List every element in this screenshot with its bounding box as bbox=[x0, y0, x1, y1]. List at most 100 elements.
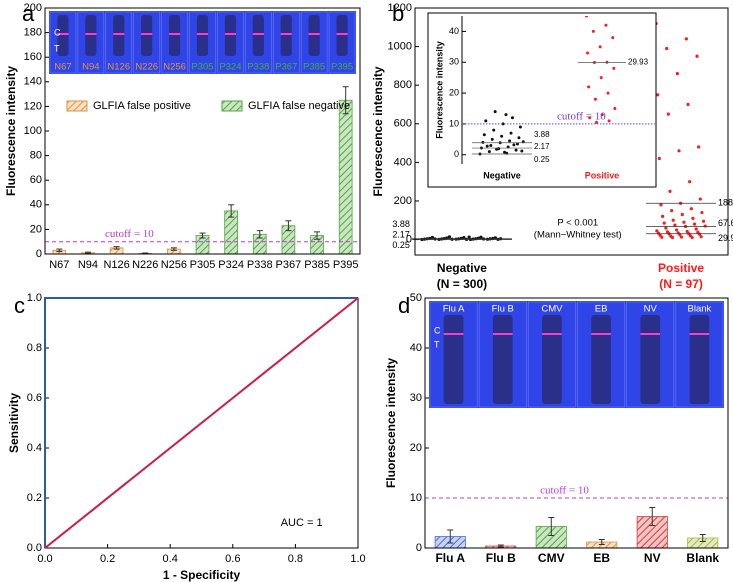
y-tick-label: 0 bbox=[406, 233, 412, 245]
point bbox=[467, 235, 471, 239]
x-tick-label: N256 bbox=[161, 259, 187, 271]
panel-label: c bbox=[14, 293, 25, 318]
inset-point bbox=[599, 76, 603, 80]
x-tick-label: 0.8 bbox=[288, 553, 303, 565]
point bbox=[657, 156, 661, 161]
y-tick-label: 0 bbox=[36, 248, 42, 260]
inset-x-label: Negative bbox=[483, 170, 521, 180]
c-line bbox=[689, 333, 710, 335]
inset-point bbox=[484, 119, 488, 123]
y-tick-label: 0.0 bbox=[27, 542, 42, 554]
panel-label: d bbox=[398, 293, 410, 318]
inset-point bbox=[606, 91, 610, 95]
c-line bbox=[542, 333, 562, 335]
point bbox=[689, 207, 693, 211]
x-tick-label: EB bbox=[593, 551, 610, 565]
strip-window bbox=[492, 315, 513, 404]
strip-window bbox=[443, 315, 464, 404]
point bbox=[703, 224, 707, 228]
line bbox=[44, 297, 359, 549]
y-tick-label: 0.4 bbox=[27, 442, 42, 454]
strip-label: N67 bbox=[54, 62, 71, 73]
y-tick-label: 0.6 bbox=[27, 392, 42, 404]
point bbox=[479, 235, 483, 239]
panel-label: a bbox=[22, 1, 35, 26]
point bbox=[679, 235, 684, 239]
inset-point bbox=[520, 149, 524, 153]
strip-label: P338 bbox=[247, 62, 269, 73]
y-tick-label: 10 bbox=[449, 118, 459, 128]
strip-label: N226 bbox=[135, 62, 158, 73]
point bbox=[674, 228, 679, 232]
strip-window bbox=[336, 15, 348, 56]
c-line bbox=[85, 33, 97, 35]
x-tick-sublabel: (N = 300) bbox=[437, 277, 487, 291]
y-tick-label: 200 bbox=[24, 2, 42, 14]
y-tick-label: 100 bbox=[24, 125, 42, 137]
strip-c: C bbox=[54, 27, 61, 37]
point bbox=[447, 235, 452, 239]
y-tick-label: 40 bbox=[410, 342, 422, 354]
point bbox=[661, 214, 665, 219]
inset-point bbox=[509, 131, 513, 135]
x-tick-label: 0.0 bbox=[37, 553, 52, 565]
strip-window bbox=[141, 15, 153, 56]
x-axis-label: 1 - Specificity bbox=[163, 568, 241, 582]
y-tick-label: 120 bbox=[24, 100, 42, 112]
inset-stat-label: 0.25 bbox=[534, 155, 550, 164]
point bbox=[677, 149, 681, 153]
cutoff-label: cutoff = 10 bbox=[540, 485, 589, 497]
y-tick-label: 80 bbox=[30, 150, 42, 162]
y-tick-label: 20 bbox=[410, 442, 422, 454]
inset-point bbox=[588, 116, 592, 120]
y-tick-label: 50 bbox=[410, 292, 422, 304]
stat-label: 29.93 bbox=[718, 233, 733, 243]
stat-label: 2.17 bbox=[392, 230, 410, 240]
point bbox=[701, 219, 706, 223]
strip-window bbox=[280, 15, 292, 56]
strip-label: N94 bbox=[82, 62, 99, 73]
strip-c: C bbox=[434, 325, 441, 335]
x-tick-label: N67 bbox=[49, 259, 69, 271]
inset-point bbox=[503, 150, 507, 154]
strip-label: Flu B bbox=[492, 304, 514, 315]
point bbox=[685, 229, 689, 234]
point bbox=[691, 216, 695, 220]
strip-label: Flu A bbox=[443, 304, 465, 315]
cutoff-label: cutoff = 10 bbox=[105, 228, 154, 240]
bar bbox=[338, 99, 353, 255]
inset-point bbox=[487, 150, 491, 154]
c-line bbox=[196, 33, 209, 35]
y-axis-label: Sensitivity bbox=[7, 393, 21, 453]
y-tick-label: 800 bbox=[394, 79, 412, 91]
y-tick-label: 1000 bbox=[388, 41, 412, 53]
strip-window bbox=[196, 15, 209, 56]
point bbox=[670, 235, 675, 240]
strip-t: T bbox=[54, 43, 60, 53]
c-line bbox=[492, 333, 513, 335]
x-tick-label: CMV bbox=[538, 551, 565, 565]
inset-point bbox=[492, 128, 496, 132]
x-tick-label: Negative bbox=[437, 261, 487, 275]
x-tick-label: Positive bbox=[658, 261, 704, 275]
y-tick-label: 0.8 bbox=[27, 342, 42, 354]
y-tick-label: 180 bbox=[24, 27, 42, 39]
inset-plot bbox=[478, 16, 617, 156]
point bbox=[430, 235, 435, 240]
strip-label: P367 bbox=[275, 62, 297, 73]
line bbox=[44, 297, 358, 548]
point bbox=[684, 37, 688, 41]
strip-label: NV bbox=[644, 304, 658, 315]
inset-stat-label: 2.17 bbox=[534, 142, 550, 151]
legend-swatch bbox=[221, 100, 243, 112]
y-tick-label: 30 bbox=[410, 392, 422, 404]
stat-label: 188.37 bbox=[718, 198, 733, 208]
inset-point bbox=[593, 97, 597, 101]
inset-point bbox=[501, 122, 505, 126]
cutoff-label: cutoff = 10 bbox=[557, 110, 606, 122]
inset-point bbox=[510, 116, 514, 120]
inset-point bbox=[495, 147, 499, 151]
point bbox=[698, 197, 702, 201]
x-tick-label: N126 bbox=[103, 259, 129, 271]
